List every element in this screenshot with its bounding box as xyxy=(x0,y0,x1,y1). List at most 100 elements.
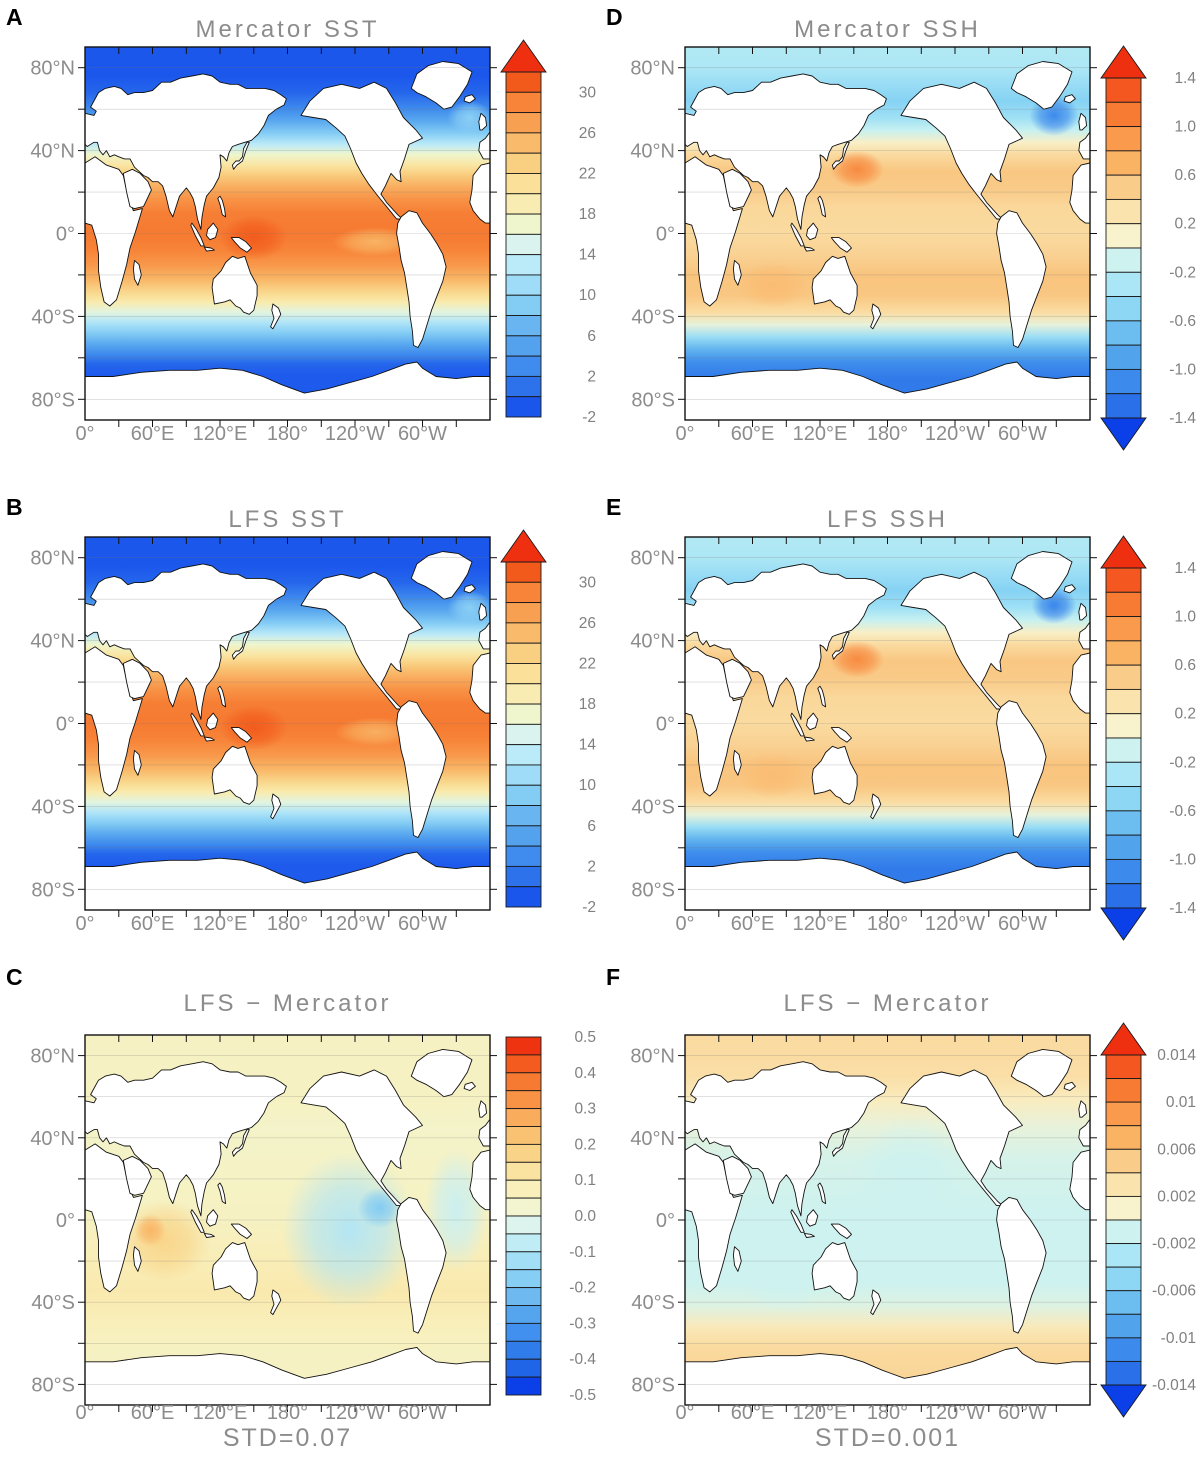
feature-east-pacific-cold-tongue xyxy=(334,717,416,747)
lon-tick-label: 120°W xyxy=(925,423,985,445)
colorbar-tick-label: -0.014 xyxy=(1152,1377,1196,1394)
lat-tick-label: 80°S xyxy=(631,1374,675,1396)
lon-tick-label: 60°W xyxy=(998,1402,1047,1424)
lon-tick-label: 120°E xyxy=(193,913,248,935)
lat-tick-label: 80°N xyxy=(630,58,675,80)
colorbar-tick-label: 30 xyxy=(579,84,597,101)
lon-tick-label: 0° xyxy=(75,913,94,935)
lat-tick-label: 0° xyxy=(56,714,75,736)
colorbar-tick-label: -0.01 xyxy=(1161,1330,1196,1347)
colorbar-tick-label: -0.6 xyxy=(1169,803,1196,820)
map-plot-a: 0° 60°E 120°E 180° 120°W 60°W 80°N 40°N 0° 40°S 80… xyxy=(30,39,597,445)
feature-central-american-cool-core xyxy=(357,1187,403,1229)
colorbar-tick-label: 0.0 xyxy=(574,1208,596,1225)
axis-ticks xyxy=(78,537,497,917)
colorbar-tick-label: 26 xyxy=(579,125,596,142)
lon-tick-label: 120°W xyxy=(925,1402,985,1424)
colorbar-tick-label: 0.6 xyxy=(1174,167,1196,184)
map-frame xyxy=(84,46,491,421)
lat-tick-label: 40°N xyxy=(30,1128,75,1150)
map-frame xyxy=(684,536,1091,911)
axis-labels: 0° 60°E 120°E 180° 120°W 60°W 80°N 40°N 0° 40°S 80… xyxy=(630,1046,1047,1424)
colorbar-tick-label: -0.6 xyxy=(1169,313,1196,330)
lon-tick-label: 120°W xyxy=(325,913,385,935)
axis-ticks xyxy=(678,537,1097,917)
anomaly-features xyxy=(736,94,1079,309)
colorbar-tick-label: 0.2 xyxy=(1174,706,1196,723)
panel-letter-d: D xyxy=(606,4,623,30)
lon-tick-label: 120°W xyxy=(325,423,385,445)
lon-tick-label: 120°E xyxy=(193,1402,248,1424)
panel-letter-c: C xyxy=(6,964,23,990)
graticule xyxy=(685,1055,1090,1385)
lon-tick-label: 120°E xyxy=(193,423,248,445)
colorbar-tick-label: -0.1 xyxy=(569,1244,596,1261)
lat-tick-label: 0° xyxy=(656,714,675,736)
colorbar-tick-label: 0.2 xyxy=(1174,216,1196,233)
panel-title-a: Mercator SST xyxy=(195,16,380,43)
map-plot-d: 0° 60°E 120°E 180° 120°W 60°W 80°N 40°N 0° 40°S 80… xyxy=(630,45,1196,451)
colorbar-tick-label: 2 xyxy=(587,368,596,385)
colorbar-tick-label: 26 xyxy=(579,615,596,632)
lat-tick-label: 40°N xyxy=(30,141,75,163)
anomaly-features xyxy=(735,1117,967,1313)
panel-title-f: LFS − Mercator xyxy=(783,990,992,1017)
colorbar-tick-label: 22 xyxy=(579,656,596,673)
lat-tick-label: 40°N xyxy=(630,631,675,653)
lat-tick-label: 40°S xyxy=(31,306,75,328)
colorbar-tick-label: 1.0 xyxy=(1174,609,1196,626)
colorbar-tick-label: -2 xyxy=(582,409,596,426)
lat-tick-label: 80°S xyxy=(31,879,75,901)
colorbar-tick-label: 14 xyxy=(579,247,597,264)
colorbar-tick-label: -0.2 xyxy=(569,1280,596,1297)
lon-tick-label: 60°E xyxy=(731,1402,775,1424)
lon-tick-label: 120°E xyxy=(793,423,848,445)
axis-ticks xyxy=(678,47,1097,427)
lon-tick-label: 60°W xyxy=(398,423,447,445)
feature-west-indian-warm-core xyxy=(134,1213,167,1247)
map-plot-e: 0° 60°E 120°E 180° 120°W 60°W 80°N 40°N 0° 40°S 80… xyxy=(630,535,1196,941)
colorbar-tick-label: -1.0 xyxy=(1169,851,1196,868)
colorbar-tick-label: 0.006 xyxy=(1157,1141,1196,1158)
colorbar: 1.4 1.0 0.6 0.2 -0.2 -0.6 -1.0 -1.4 xyxy=(1100,45,1196,451)
feature-kuroshio-extension-high xyxy=(830,640,885,678)
colorbar-tick-label: 0.014 xyxy=(1157,1047,1196,1064)
lon-tick-label: 0° xyxy=(675,913,694,935)
lat-tick-label: 0° xyxy=(56,1210,75,1232)
graticule xyxy=(85,557,490,890)
colorbar-tick-label: -0.006 xyxy=(1152,1283,1196,1300)
panel-letter-a: A xyxy=(6,4,23,30)
lon-tick-label: 60°W xyxy=(398,913,447,935)
colorbar-tick-label: 0.5 xyxy=(574,1029,596,1046)
graticule xyxy=(85,67,490,400)
lat-tick-label: 40°S xyxy=(631,796,675,818)
land-coastlines xyxy=(685,61,1090,420)
map-plot-b: 0° 60°E 120°E 180° 120°W 60°W 80°N 40°N 0° 40°S 80… xyxy=(30,529,597,935)
colorbar: 1.4 1.0 0.6 0.2 -0.2 -0.6 -1.0 -1.4 xyxy=(1100,535,1196,941)
colorbar-tick-label: 10 xyxy=(579,287,597,304)
lat-tick-label: 40°N xyxy=(30,631,75,653)
land-coastlines xyxy=(85,61,490,420)
colorbar: 0.5 0.4 0.3 0.2 0.1 0.0 -0.1 -0.2 -0.3 -0.4 -0.5 xyxy=(505,1029,596,1404)
lat-tick-label: 0° xyxy=(56,224,75,246)
lon-tick-label: 180° xyxy=(867,913,908,935)
colorbar-tick-label: 0.2 xyxy=(574,1136,596,1153)
land-coastlines xyxy=(685,1048,1090,1405)
lat-tick-label: 80°S xyxy=(31,389,75,411)
axis-ticks xyxy=(78,1035,497,1412)
colorbar-tick-label: 14 xyxy=(579,737,597,754)
lon-tick-label: 180° xyxy=(267,1402,308,1424)
anomaly-features xyxy=(116,1148,488,1309)
land-coastlines xyxy=(685,551,1090,910)
colorbar-tick-label: 30 xyxy=(579,574,597,591)
colorbar-tick-label: -1.0 xyxy=(1169,361,1196,378)
panel-title-e: LFS SSH xyxy=(826,506,949,533)
lon-tick-label: 180° xyxy=(867,1402,908,1424)
lat-tick-label: 40°S xyxy=(31,796,75,818)
lat-tick-label: 0° xyxy=(656,224,675,246)
axis-ticks xyxy=(78,47,497,427)
colorbar-tick-label: -2 xyxy=(582,899,596,916)
lon-tick-label: 120°E xyxy=(793,913,848,935)
panel-title-d: Mercator SSH xyxy=(794,16,981,43)
